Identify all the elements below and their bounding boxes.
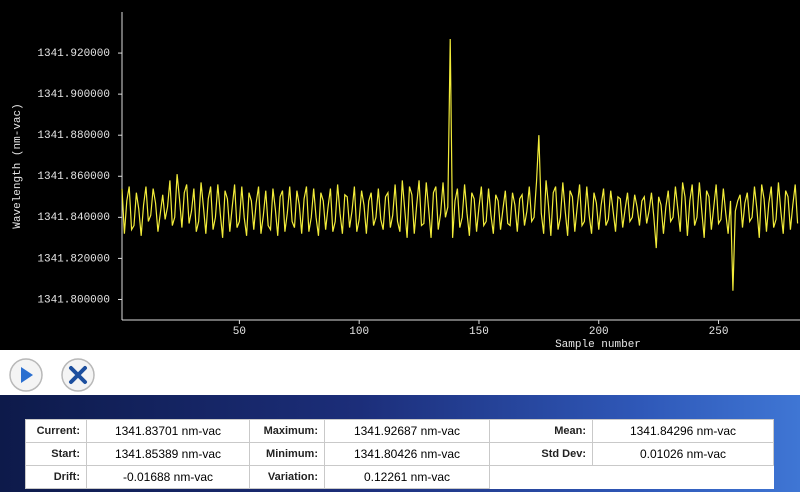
stat-label: Std Dev: [489,442,593,466]
stat-value: 1341.92687 nm-vac [324,419,490,443]
chart-background [0,0,800,350]
stat-label: Mean: [489,419,593,443]
statistics-table: Current: 1341.83701 nm-vac Maximum: 1341.92… [25,419,774,489]
plot-area: 1341.800000 1341.820000 1341.840000 1341.86… [37,12,800,338]
y-tick-label: 1341.820000 [37,253,110,265]
x-axis-label: Sample number [555,339,641,350]
toolbar [0,350,800,395]
stats-row: Start: 1341.85389 nm-vac Minimum: 1341.8042… [25,442,774,466]
stat-value: 1341.85389 nm-vac [86,442,250,466]
stat-label: Start: [25,442,87,466]
stat-value: -0.01688 nm-vac [86,465,250,489]
stat-value: 1341.83701 nm-vac [86,419,250,443]
stat-value: 1341.80426 nm-vac [324,442,490,466]
y-axis-label: Wavelength (nm-vac) [12,103,24,228]
x-tick-label: 100 [349,326,369,338]
stats-row: Current: 1341.83701 nm-vac Maximum: 1341.92… [25,419,774,443]
stats-row: Drift: -0.01688 nm-vac Variation: 0.12261 n… [25,465,774,489]
stop-button[interactable] [60,357,96,393]
stat-value: 0.12261 nm-vac [324,465,490,489]
stat-label: Maximum: [249,419,325,443]
stat-value: 1341.84296 nm-vac [592,419,774,443]
stat-label: Current: [25,419,87,443]
x-tick-label: 250 [709,326,729,338]
x-tick-label: 150 [469,326,489,338]
stat-value: 0.01026 nm-vac [592,442,774,466]
y-tick-label: 1341.880000 [37,130,110,142]
stat-label: Minimum: [249,442,325,466]
y-tick-label: 1341.900000 [37,89,110,101]
y-tick-label: 1341.860000 [37,171,110,183]
stat-label: Drift: [25,465,87,489]
chart: 1341.800000 1341.820000 1341.840000 1341.86… [0,0,800,350]
x-tick-label: 200 [589,326,609,338]
stat-label: Variation: [249,465,325,489]
y-tick-label: 1341.840000 [37,212,110,224]
data-line [121,38,799,291]
start-button[interactable] [8,357,44,393]
x-tick-label: 50 [233,326,246,338]
y-tick-label: 1341.800000 [37,294,110,306]
y-tick-label: 1341.920000 [37,48,110,60]
